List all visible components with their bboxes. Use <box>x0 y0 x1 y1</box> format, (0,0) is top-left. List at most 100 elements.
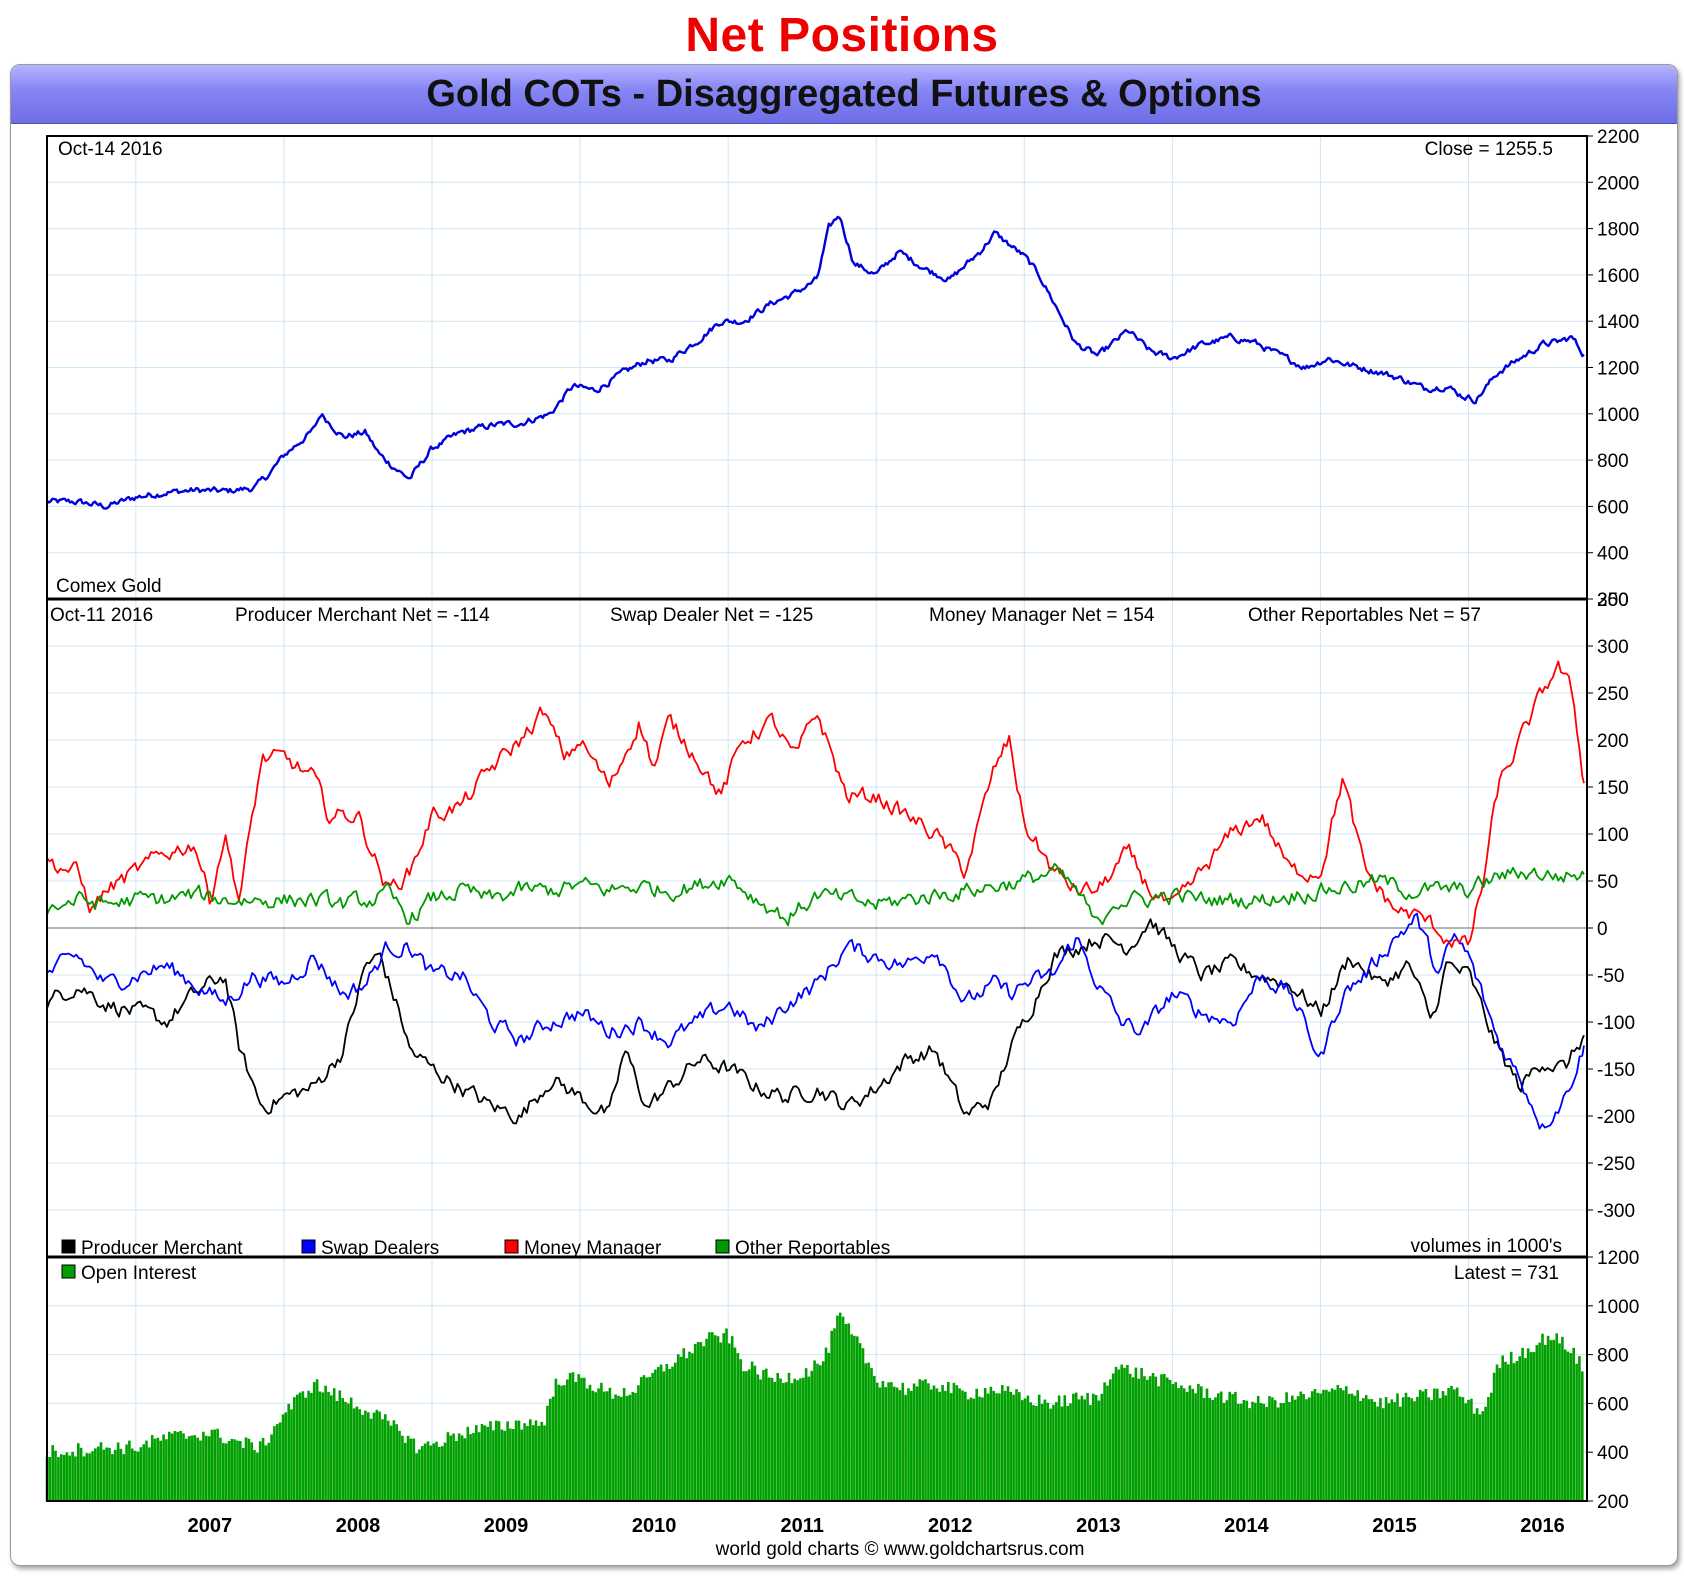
oi-bar <box>1379 1398 1382 1501</box>
oi-bar <box>1481 1411 1485 1501</box>
oi-bar <box>1271 1397 1274 1501</box>
oi-bar <box>1256 1395 1260 1501</box>
oi-bar <box>850 1334 853 1501</box>
oi-bar <box>1515 1361 1519 1501</box>
oi-bar <box>1327 1391 1331 1501</box>
x-tick-2016: 2016 <box>1520 1515 1565 1537</box>
oi-bar <box>1458 1396 1462 1501</box>
oi-bar <box>477 1432 481 1501</box>
oi-bar <box>975 1388 978 1501</box>
oi-bar <box>79 1447 83 1501</box>
y-tick-2-800: 800 <box>1597 1346 1629 1367</box>
legend-swatch-money <box>504 1239 519 1254</box>
y-tick-1-150: 150 <box>1597 778 1629 799</box>
oi-bar <box>270 1434 273 1501</box>
oi-bar <box>1430 1400 1433 1501</box>
oi-bar <box>929 1389 933 1501</box>
oi-bar <box>563 1385 566 1501</box>
oi-bar <box>310 1392 313 1501</box>
oi-bar <box>594 1392 597 1501</box>
oi-bar <box>1492 1372 1496 1501</box>
oi-bar <box>529 1419 532 1501</box>
oi-bar <box>895 1387 899 1501</box>
oi-bar <box>187 1436 191 1501</box>
oi-bar <box>620 1396 623 1501</box>
producer-net-value: Producer Merchant Net = -114 <box>235 605 490 626</box>
oi-bar <box>1581 1371 1584 1501</box>
oi-bar <box>258 1441 262 1501</box>
oi-bar <box>804 1368 808 1501</box>
oi-bar <box>1313 1389 1317 1501</box>
oi-bar <box>523 1423 526 1501</box>
oi-bar <box>520 1429 524 1501</box>
volumes-note: volumes in 1000's <box>1411 1236 1563 1257</box>
legend-swatch-swap <box>301 1239 316 1254</box>
oi-bar <box>571 1372 575 1501</box>
oi-bar <box>165 1439 168 1501</box>
net-date-label: Oct-11 2016 <box>50 605 153 626</box>
oi-bar <box>170 1433 174 1501</box>
oi-bar <box>1578 1356 1581 1501</box>
oi-bar <box>884 1387 887 1501</box>
label-layer: Oct-14 2016 Close = 1255.5 Comex Gold Oc… <box>50 139 1562 1560</box>
oi-bar <box>1558 1343 1561 1501</box>
oi-bar <box>105 1447 108 1501</box>
chart-header: Gold COTs - Disaggregated Futures & Opti… <box>11 65 1677 124</box>
oi-bar <box>719 1342 723 1501</box>
oi-bar <box>1026 1395 1030 1501</box>
oi-bar <box>418 1449 421 1501</box>
oi-bar <box>591 1390 595 1501</box>
y-tick-1-250: 250 <box>1597 684 1629 705</box>
legend-label-producer: Producer Merchant <box>81 1238 243 1259</box>
oi-bar <box>1441 1391 1445 1501</box>
oi-bar <box>1114 1366 1118 1501</box>
y-tick-0-2000: 2000 <box>1597 173 1639 194</box>
oi-bar <box>969 1397 973 1501</box>
oi-bar <box>1259 1403 1263 1501</box>
oi-bar <box>1455 1387 1459 1501</box>
oi-bar <box>600 1382 603 1501</box>
oi-bar <box>412 1438 416 1501</box>
oi-bar <box>1512 1363 1516 1501</box>
oi-bar <box>347 1403 350 1501</box>
oi-bar <box>691 1353 694 1501</box>
oi-bar <box>65 1452 69 1501</box>
oi-bar <box>1362 1398 1365 1501</box>
chart-title: Gold COTs - Disaggregated Futures & Opti… <box>426 73 1262 115</box>
oi-bar <box>989 1386 993 1501</box>
y-tick-1-50: 50 <box>1597 872 1618 893</box>
oi-bar <box>1538 1342 1541 1501</box>
oi-bar <box>910 1390 913 1501</box>
series-line-money-manager <box>46 660 1585 948</box>
oi-bar <box>637 1385 640 1501</box>
plot-border <box>46 135 1588 1502</box>
oi-bar <box>1188 1385 1192 1501</box>
oi-bar <box>324 1385 327 1501</box>
oi-bar <box>1407 1397 1411 1501</box>
oi-bar <box>1490 1392 1493 1501</box>
oi-bar <box>662 1371 666 1501</box>
oi-bar <box>856 1336 859 1501</box>
oi-bar <box>1165 1377 1169 1501</box>
oi-bar <box>435 1441 438 1501</box>
oi-bar <box>1143 1376 1146 1501</box>
oi-bar <box>1032 1405 1035 1501</box>
oi-bar <box>1370 1399 1374 1501</box>
x-tick-2012: 2012 <box>928 1515 973 1537</box>
y-tick-1-350: 350 <box>1597 590 1629 611</box>
oi-bar <box>892 1386 896 1501</box>
oi-bar <box>273 1426 276 1501</box>
oi-bar <box>358 1409 361 1501</box>
oi-bar <box>1094 1395 1098 1501</box>
x-tick-2008: 2008 <box>336 1515 381 1537</box>
oi-bar <box>88 1453 91 1501</box>
oi-bar <box>1416 1396 1419 1501</box>
oi-bar <box>116 1442 120 1501</box>
oi-bar <box>1202 1397 1206 1501</box>
oi-bar <box>1154 1376 1158 1501</box>
oi-bar <box>497 1421 501 1501</box>
oi-bar <box>1231 1394 1234 1501</box>
oi-bar <box>315 1379 319 1501</box>
y-tick-1--150: -150 <box>1597 1060 1635 1081</box>
oi-bar <box>958 1388 961 1501</box>
